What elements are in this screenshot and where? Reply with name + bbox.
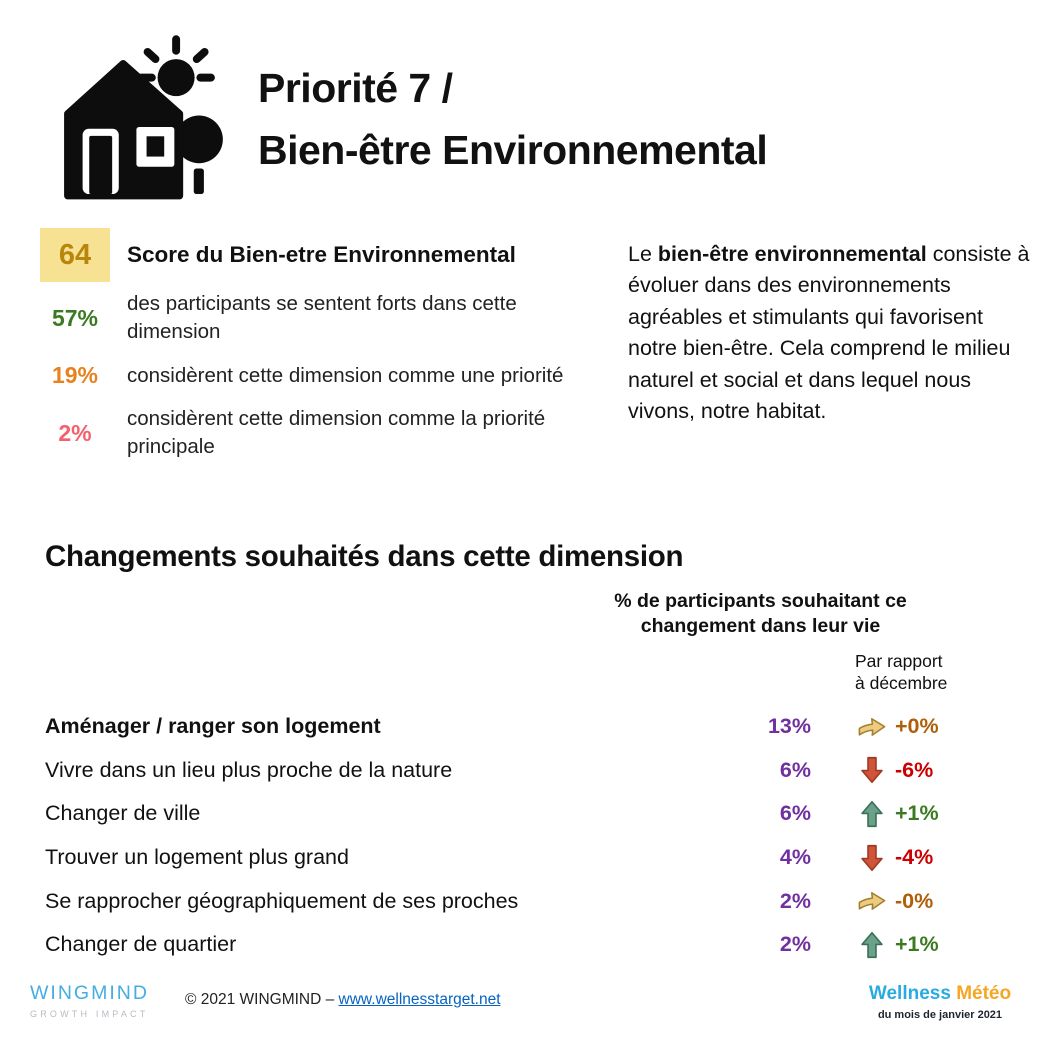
table-row: Vivre dans un lieu plus proche de la nat…	[45, 749, 995, 793]
description-lead: Le	[628, 242, 658, 266]
change-label: Trouver un logement plus grand	[45, 845, 349, 870]
stat-row-priority: 19% considèrent cette dimension comme un…	[40, 362, 620, 390]
stat-value-priority: 19%	[51, 362, 99, 389]
stat-value-strong: 57%	[51, 304, 99, 331]
change-label: Vivre dans un lieu plus proche de la nat…	[45, 757, 453, 782]
change-label: Changer de quartier	[45, 932, 237, 957]
change-percent: 2%	[779, 932, 811, 957]
change-delta: -6%	[895, 757, 934, 782]
wingmind-logo: WINGMIND GROWTH IMPACT	[30, 982, 150, 1019]
changes-table: Aménager / ranger son logement 13% +0% Viv…	[45, 705, 995, 967]
trend-right-arrow-icon	[855, 889, 889, 913]
change-percent: 6%	[779, 801, 811, 826]
stat-row-strong: 57% des participants se sentent forts da…	[40, 290, 620, 347]
change-label: Aménager / ranger son logement	[45, 714, 381, 739]
up-arrow-glyph	[861, 800, 883, 828]
copyright-line: © 2021 WINGMIND – www.wellnesstarget.net	[185, 991, 501, 1009]
table-row: Changer de quartier 2% +1%	[45, 923, 995, 967]
page-title-line2: Bien-être Environnemental	[258, 126, 768, 173]
trend-down-arrow-icon	[855, 756, 889, 784]
wellness-word: Wellness	[868, 983, 951, 1004]
stat-text-strong: des participants se sentent forts dans c…	[127, 292, 517, 344]
change-delta: +1%	[895, 932, 939, 957]
table-row: Trouver un logement plus grand 4% -4%	[45, 836, 995, 880]
delta-column-header: Par rapport à décembre	[855, 650, 947, 695]
description-rest: consiste à évoluer dans des environnemen…	[628, 242, 1030, 423]
stat-text-priority: considèrent cette dimension comme une pr…	[127, 363, 564, 387]
change-delta: -0%	[895, 888, 934, 913]
change-percent: 4%	[779, 845, 811, 870]
dimension-description: Le bien-être environnemental consiste à …	[628, 239, 1030, 427]
change-label: Changer de ville	[45, 801, 201, 826]
score-label: Score du Bien-etre Environnemental	[127, 242, 516, 267]
score-row: 64 Score du Bien-etre Environnemental	[40, 228, 620, 282]
change-percent: 2%	[779, 888, 811, 913]
down-arrow-glyph	[861, 844, 883, 871]
change-percent: 6%	[779, 757, 811, 782]
trend-up-arrow-icon	[855, 800, 889, 828]
percent-column-header: % de participants souhaitant ce changeme…	[614, 590, 907, 637]
score-value: 64	[58, 238, 92, 271]
stat-row-main-priority: 2% considèrent cette dimension comme la …	[40, 405, 620, 462]
score-badge: 64	[40, 228, 110, 282]
score-block: 64 Score du Bien-etre Environnemental 57…	[40, 228, 620, 461]
page-title-line1: Priorité 7 /	[258, 65, 453, 111]
trend-up-arrow-icon	[855, 931, 889, 959]
stat-text-main-priority: considèrent cette dimension comme la pri…	[127, 406, 546, 459]
stat-value-main-priority: 2%	[58, 419, 92, 446]
down-arrow-glyph	[861, 757, 883, 784]
wellness-meteo-badge: Wellness Météo du mois de janvier 2021	[856, 983, 1024, 1021]
wellness-meteo-subtitle: du mois de janvier 2021	[877, 1009, 1003, 1021]
change-percent: 13%	[767, 714, 811, 739]
meteo-word: Météo	[950, 983, 1012, 1004]
trend-down-arrow-icon	[855, 844, 889, 872]
table-row: Changer de ville 6% +1%	[45, 792, 995, 836]
page-title: Priorité 7 / Bien-être Environnemental	[258, 58, 768, 181]
wellness-meteo-title: Wellness Météo	[856, 983, 1024, 1005]
wingmind-logo-main: WINGMIND	[30, 982, 149, 1004]
wingmind-logo-sub: GROWTH IMPACT	[30, 1009, 149, 1019]
delta-header-line1: Par rapport	[855, 651, 943, 671]
right-arrow-glyph	[858, 717, 886, 736]
delta-header-line2: à décembre	[855, 673, 948, 694]
trend-right-arrow-icon	[855, 715, 889, 739]
changes-section-title: Changements souhaités dans cette dimensi…	[45, 540, 684, 573]
change-delta: +0%	[895, 714, 939, 739]
right-arrow-glyph	[858, 892, 886, 911]
up-arrow-glyph	[861, 931, 883, 958]
copyright-text: © 2021 WINGMIND –	[185, 991, 339, 1008]
table-row: Aménager / ranger son logement 13% +0%	[45, 705, 995, 749]
description-bold: bien-être environnemental	[657, 242, 927, 266]
table-row: Se rapprocher géographiquement de ses pr…	[45, 879, 995, 923]
wellnesstarget-link[interactable]: www.wellnesstarget.net	[338, 991, 501, 1008]
change-delta: +1%	[895, 801, 939, 826]
change-label: Se rapprocher géographiquement de ses pr…	[45, 888, 519, 913]
change-delta: -4%	[895, 845, 934, 870]
house-sun-tree-icon	[58, 30, 236, 202]
